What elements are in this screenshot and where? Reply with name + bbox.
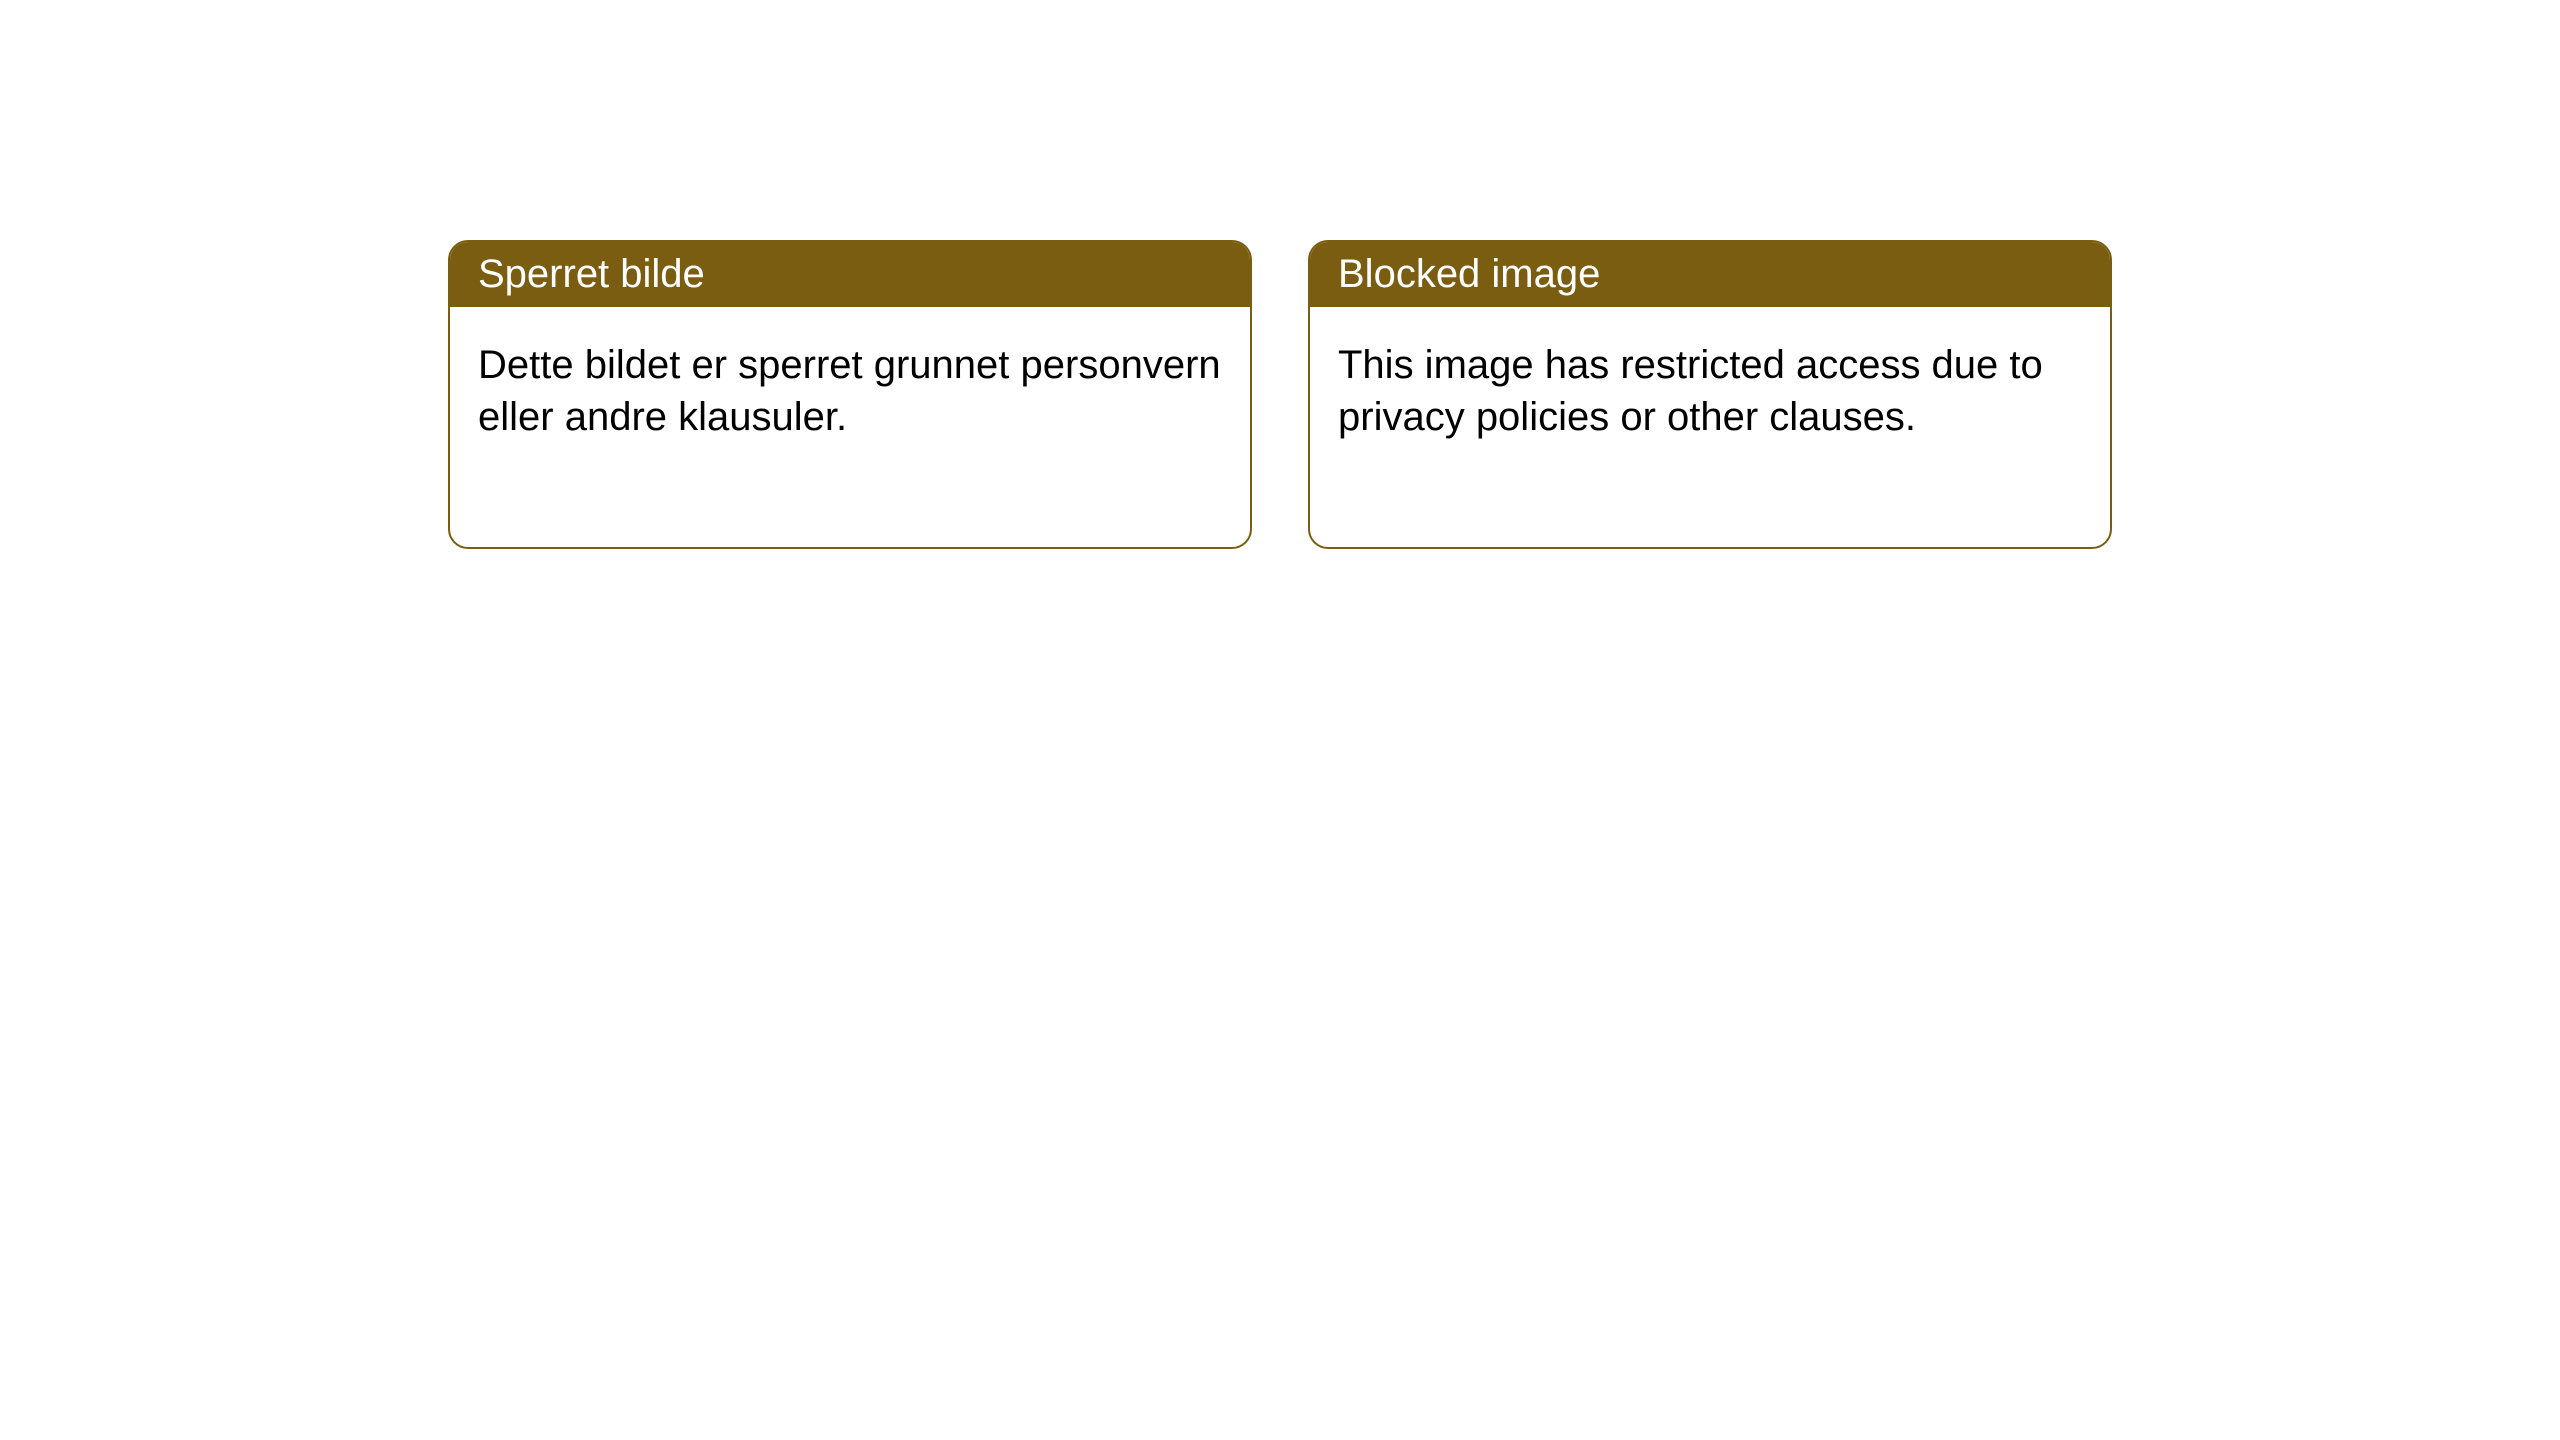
card-header: Blocked image	[1310, 242, 2110, 307]
notice-card-english: Blocked image This image has restricted …	[1308, 240, 2112, 549]
card-body-text: Dette bildet er sperret grunnet personve…	[478, 343, 1221, 439]
card-body-text: This image has restricted access due to …	[1338, 343, 2043, 439]
card-body: This image has restricted access due to …	[1310, 307, 2110, 547]
notice-cards-container: Sperret bilde Dette bildet er sperret gr…	[448, 240, 2112, 549]
card-title: Blocked image	[1338, 252, 1600, 296]
card-title: Sperret bilde	[478, 252, 705, 296]
notice-card-norwegian: Sperret bilde Dette bildet er sperret gr…	[448, 240, 1252, 549]
card-body: Dette bildet er sperret grunnet personve…	[450, 307, 1250, 547]
card-header: Sperret bilde	[450, 242, 1250, 307]
